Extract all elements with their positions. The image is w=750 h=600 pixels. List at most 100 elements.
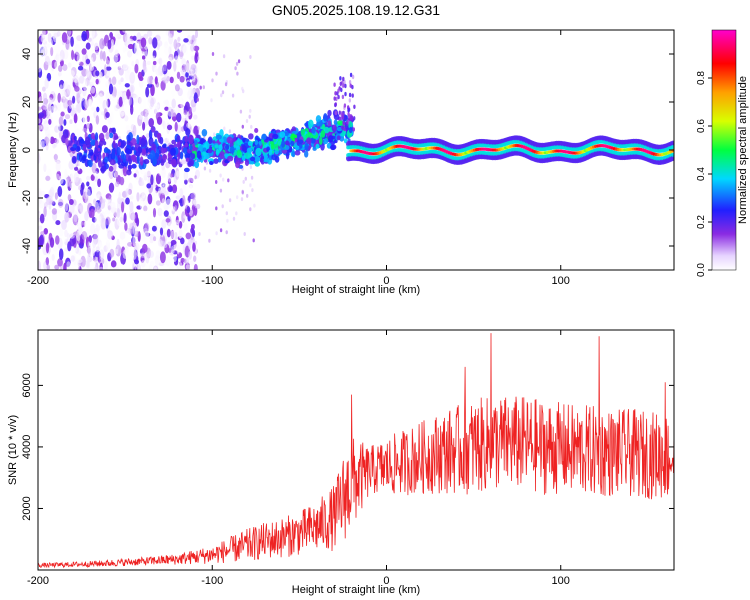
spectrogram-cell xyxy=(215,180,218,184)
spectrogram-cell xyxy=(144,222,150,231)
spectrogram-cell xyxy=(254,139,259,146)
spectrogram-cell xyxy=(139,197,144,210)
spectrogram-cell xyxy=(315,143,320,149)
spectrogram-cell xyxy=(86,123,91,129)
spectrogram-cell xyxy=(247,140,253,146)
spectrogram-cell xyxy=(179,75,185,83)
spectrogram-cell xyxy=(68,97,73,109)
spectrogram-cell xyxy=(323,126,330,134)
spectrogram-cell xyxy=(40,34,47,44)
spectrogram-cell xyxy=(109,132,114,139)
spectrogram-cell xyxy=(268,149,273,156)
spectrogram-cell xyxy=(64,211,70,223)
colorbar-ticks: 0.0 0.2 0.4 0.6 0.8 xyxy=(696,71,712,277)
spectrogram-cell xyxy=(227,155,234,162)
spectrogram-cell xyxy=(54,153,58,163)
spectrogram-cell xyxy=(194,161,200,169)
snr-line xyxy=(38,333,674,569)
spectrogram-cell xyxy=(208,168,212,173)
spectrogram-cell xyxy=(670,145,674,149)
spectrogram-cell xyxy=(150,174,154,186)
spectrogram-cell xyxy=(116,238,120,251)
spectrogram-cell xyxy=(72,95,76,104)
spectrogram-cell xyxy=(347,108,350,113)
spectrogram-cell xyxy=(87,84,91,93)
spectrogram-cell xyxy=(102,50,106,62)
spectrogram-cell xyxy=(185,86,191,98)
spectrogram-cell xyxy=(107,230,114,240)
spectrogram-cell xyxy=(193,263,198,270)
spectrogram-cell xyxy=(78,96,85,102)
spectrogram-cell xyxy=(54,61,58,69)
spectrogram-cell xyxy=(255,135,259,141)
spectrogram-cell xyxy=(215,71,218,76)
spec-y-tick-label: -20 xyxy=(21,190,33,206)
spectrogram-cell xyxy=(46,163,53,169)
spec-y-tick-label: 40 xyxy=(21,48,33,60)
spectrogram-cell xyxy=(224,144,230,151)
spectrogram-cell xyxy=(114,171,119,178)
spectrogram-cell xyxy=(44,126,50,138)
spectrogram-cell xyxy=(144,112,149,119)
spectrogram-cell xyxy=(58,65,63,72)
spectrogram-y-axis-label: Frequency (Hz) xyxy=(7,112,19,188)
spectrogram-cell xyxy=(89,77,95,85)
spectrogram-cell xyxy=(249,207,252,212)
spectrogram-cell xyxy=(183,109,188,116)
spectrogram-cell xyxy=(155,173,162,185)
spectrogram-cell xyxy=(116,208,121,219)
spectrogram-cell xyxy=(156,42,160,51)
spectrogram-cell xyxy=(46,264,50,270)
spectrogram-cell xyxy=(183,258,187,264)
spectrogram-x-axis: -200 -100 0 100 xyxy=(27,30,570,287)
spectrogram-cell xyxy=(193,114,198,120)
spectrogram-cell xyxy=(146,83,153,88)
spectrogram-cell xyxy=(112,189,117,202)
spectrogram-cell xyxy=(172,255,177,263)
spectrogram-cell xyxy=(162,63,167,72)
spectrogram-cell xyxy=(57,258,63,267)
spectrogram-cell xyxy=(104,156,109,163)
spectrogram-cell xyxy=(231,93,235,98)
spectrogram-cell xyxy=(351,93,354,98)
spectrogram-cell xyxy=(271,154,278,161)
spectrogram-cell xyxy=(148,136,154,147)
spectrogram-cell xyxy=(94,42,99,51)
spectrogram-cell xyxy=(87,37,92,42)
spectrogram-cell xyxy=(333,126,337,131)
spectrogram-cell xyxy=(85,42,91,50)
spectrogram-cell xyxy=(244,176,247,181)
spectrogram-cell xyxy=(71,155,77,164)
spectrogram-cell xyxy=(670,152,674,157)
spectrogram-cell xyxy=(73,247,77,253)
spectrogram-cell xyxy=(66,84,71,95)
spectrogram-cell xyxy=(55,235,60,245)
spectrogram-cell xyxy=(111,149,115,160)
spectrogram-cell xyxy=(157,207,163,217)
spectrogram-cell xyxy=(150,126,156,133)
spectrogram-cell xyxy=(122,46,127,53)
spectrogram-cell xyxy=(330,144,336,151)
spectrogram-cell xyxy=(190,63,197,71)
spectrogram-cell xyxy=(189,185,193,195)
spectrogram-cell xyxy=(169,76,174,84)
spectrogram-cell xyxy=(180,151,184,160)
spectrogram-cell xyxy=(117,61,123,68)
spectrogram-cell xyxy=(63,262,67,270)
spectrogram-cell xyxy=(149,238,154,244)
spectrogram-cell xyxy=(148,117,155,128)
spectrogram-cell xyxy=(129,201,134,213)
spectrogram-cell xyxy=(351,74,355,80)
spectrogram-cell xyxy=(142,98,146,110)
spectrogram-cell xyxy=(167,172,172,183)
spectrogram-cell xyxy=(281,139,286,148)
spectrogram-cell xyxy=(153,266,158,270)
spectrogram-cell xyxy=(236,149,242,156)
spectrogram-cell xyxy=(285,151,290,160)
spectrogram-cell xyxy=(170,249,175,254)
spectrogram-cell xyxy=(207,148,213,154)
spectrogram-cell xyxy=(60,111,65,117)
spectrogram-cell xyxy=(131,146,135,151)
spectrogram-cell xyxy=(316,121,320,127)
spectrogram-cell xyxy=(118,68,124,76)
